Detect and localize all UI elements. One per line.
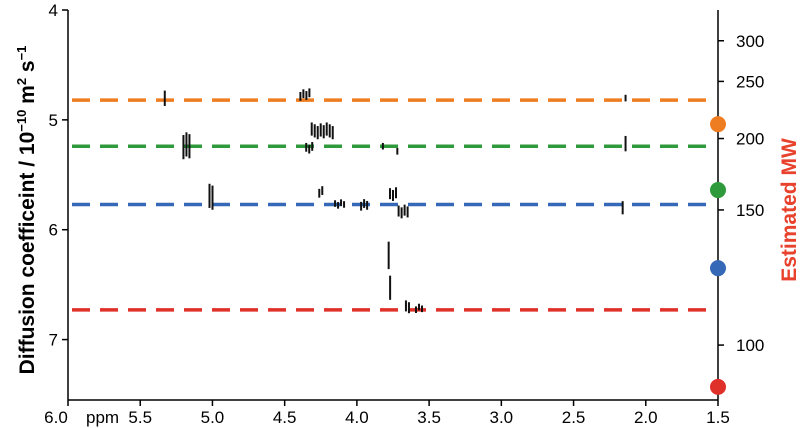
right-y-tick-label: 100 xyxy=(736,336,764,355)
x-tick-label: 3.5 xyxy=(417,408,441,427)
mw-marker-dot xyxy=(710,182,726,199)
right-y-axis-ticks: 300 250 200 150 100 xyxy=(718,32,764,355)
mw-marker-dot xyxy=(710,116,726,133)
left-y-axis-title-exp2: 2 xyxy=(14,78,29,85)
plot-frame xyxy=(67,10,719,401)
left-y-axis-ticks: 4 5 6 7 xyxy=(49,1,68,350)
left-y-axis-title-main: Diffusion coefficeint / 10 xyxy=(16,132,39,375)
right-y-axis-title: Estimated MW xyxy=(778,138,801,282)
peak xyxy=(208,183,214,210)
mw-marker-dot xyxy=(710,260,726,277)
right-y-tick-label: 150 xyxy=(736,201,764,220)
left-y-tick-label: 5 xyxy=(49,111,58,130)
x-axis-unit-label: ppm xyxy=(86,408,119,427)
x-tick-label: 5.0 xyxy=(201,408,225,427)
right-y-tick-label: 200 xyxy=(736,130,764,149)
peak xyxy=(182,132,191,160)
x-tick-label: 3.0 xyxy=(490,408,514,427)
left-y-tick-label: 4 xyxy=(49,1,58,20)
mw-marker-dot xyxy=(710,378,726,395)
left-y-axis-title-exp1: −10 xyxy=(14,110,29,132)
x-tick-label: 4.0 xyxy=(345,408,369,427)
left-y-axis-title-unit: m xyxy=(16,85,39,110)
peak xyxy=(404,300,410,314)
peak xyxy=(389,187,397,201)
peak xyxy=(310,122,334,140)
x-tick-label: 2.5 xyxy=(562,408,586,427)
peak xyxy=(299,88,311,101)
x-tick-label: 6.0 xyxy=(44,408,68,427)
left-y-axis-title-exp3: −1 xyxy=(14,46,29,61)
x-tick-label: 4.5 xyxy=(273,408,297,427)
x-tick-label: 1.5 xyxy=(706,408,730,427)
left-y-tick-label: 7 xyxy=(49,331,58,350)
peak xyxy=(334,199,346,209)
peak xyxy=(318,186,324,198)
left-y-tick-label: 6 xyxy=(49,221,58,240)
peak xyxy=(360,199,369,211)
x-tick-label: 2.0 xyxy=(634,408,658,427)
peak xyxy=(415,303,423,314)
x-axis-ticks: 6.0 5.5 5.0 4.5 4.0 3.5 3.0 2.5 2.0 1.5 xyxy=(44,400,730,427)
spectral-peaks xyxy=(163,88,627,314)
peak xyxy=(397,204,409,219)
right-y-tick-label: 250 xyxy=(736,72,764,91)
x-tick-label: 5.5 xyxy=(128,408,152,427)
reference-lines xyxy=(72,98,714,312)
peak xyxy=(305,142,314,154)
mw-markers xyxy=(710,116,726,395)
left-y-axis-title: Diffusion coefficeint / 10−10 m2 s−1 xyxy=(14,46,39,375)
right-y-tick-label: 300 xyxy=(736,32,764,51)
left-y-axis-title-unit2: s xyxy=(16,60,39,78)
